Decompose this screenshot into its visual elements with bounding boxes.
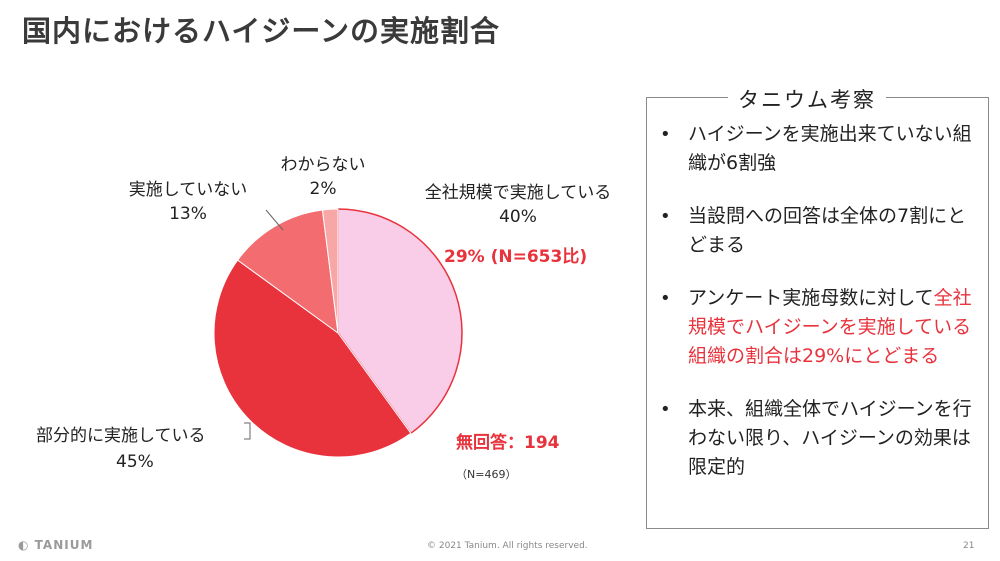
insight-bullet: • 当設問への回答は全体の7割にとどまる	[660, 202, 982, 260]
copyright: © 2021 Tanium. All rights reserved.	[427, 541, 588, 551]
insight-bullet-list: • ハイジーンを実施出来ていない組織が6割強 • 当設問への回答は全体の7割にとどまる…	[660, 120, 982, 506]
label-not-implemented-name: 実施していない	[128, 180, 248, 200]
insight-bullet-text: 本来、組織全体でハイジーンを行わない限り、ハイジーンの効果は限定的	[688, 395, 982, 482]
slice-partial	[213, 259, 412, 458]
insight-plain-text: アンケート実施母数に対して	[688, 287, 934, 309]
insight-plain-text: 本来、組織全体でハイジーンを行わない限り、ハイジーンの効果は限定的	[688, 398, 972, 478]
bullet-dot-icon: •	[660, 288, 671, 309]
insight-bullet-text: アンケート実施母数に対して全社規模でハイジーンを実施している組織の割合は29%に…	[688, 284, 982, 371]
label-full-company-name: 全社規模で実施している	[424, 183, 612, 203]
annotation-no-answer: 無回答：194	[456, 433, 560, 453]
label-partial: 部分的に実施している 45%	[36, 421, 206, 472]
bullet-dot-icon: •	[660, 206, 671, 227]
page-title: 国内におけるハイジーンの実施割合	[22, 14, 500, 48]
label-full-company: 全社規模で実施している 40%	[388, 178, 648, 227]
insight-plain-text: ハイジーンを実施出来ていない組織が6割強	[688, 123, 972, 174]
insight-bullet-text: ハイジーンを実施出来ていない組織が6割強	[688, 120, 982, 178]
label-not-implemented-pct: 13%	[169, 204, 207, 224]
slice-not-implemented	[236, 209, 339, 335]
label-unknown-name: わからない	[280, 155, 366, 175]
insight-bullet-text: 当設問への回答は全体の7割にとどまる	[688, 202, 982, 260]
insight-highlight-text: 全社規模でハイジーンを実施している組織の割合は29%にとどまる	[688, 287, 972, 367]
label-partial-pct: 45%	[116, 452, 154, 472]
insight-bullet: • 本来、組織全体でハイジーンを行わない限り、ハイジーンの効果は限定的	[660, 395, 982, 482]
annotation-primary: 29% (N=653比)	[444, 247, 588, 267]
label-unknown-pct: 2%	[309, 179, 337, 199]
label-full-company-pct: 40%	[499, 207, 537, 227]
insight-box-title: タニウム考察	[728, 84, 886, 114]
insight-bullet: • ハイジーンを実施出来ていない組織が6割強	[660, 120, 982, 178]
label-partial-name: 部分的に実施している	[36, 426, 206, 446]
slice-full-company	[337, 208, 463, 435]
page-number: 21	[963, 541, 975, 551]
label-not-implemented: 実施していない 13%	[118, 175, 258, 224]
insight-bullet: • アンケート実施母数に対して全社規模でハイジーンを実施している組織の割合は29%…	[660, 284, 982, 371]
leader-line-partial	[244, 422, 251, 440]
tanium-logo: ◐ TANIUM	[18, 538, 93, 552]
bullet-dot-icon: •	[660, 124, 671, 145]
label-unknown: わからない 2%	[268, 150, 378, 199]
slice-unknown	[321, 208, 339, 334]
tanium-logo-text: TANIUM	[34, 538, 94, 552]
sample-size: （N=469）	[456, 468, 517, 481]
tanium-logo-icon: ◐	[18, 538, 30, 552]
leader-line-not-implemented	[265, 209, 284, 231]
bullet-dot-icon: •	[660, 399, 671, 420]
insight-plain-text: 当設問への回答は全体の7割にとどまる	[688, 205, 967, 256]
